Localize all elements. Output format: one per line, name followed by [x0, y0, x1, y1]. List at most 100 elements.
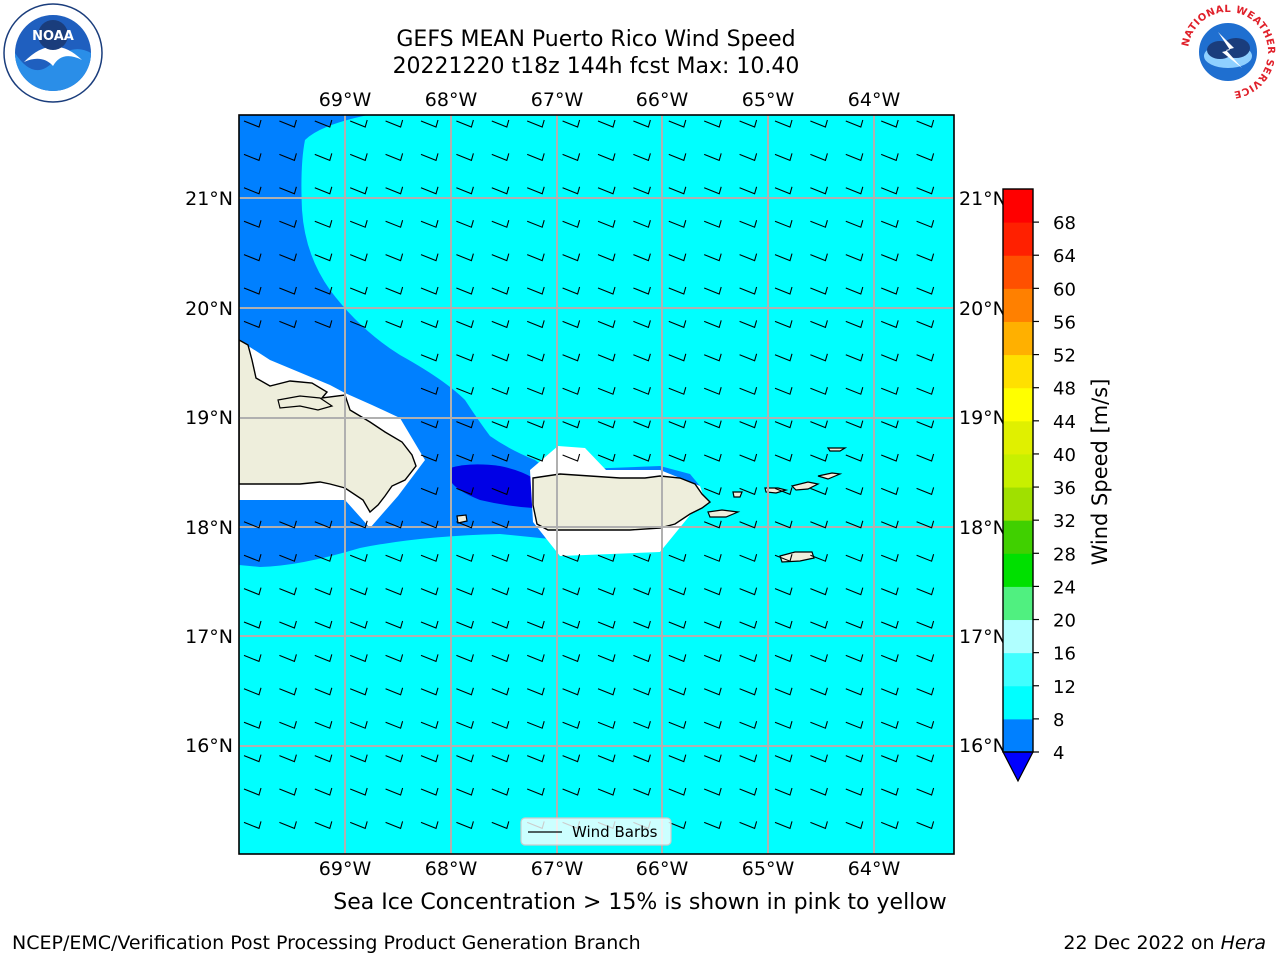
lon-label-top: 65°W	[742, 89, 795, 111]
wind-barb	[845, 554, 864, 562]
wind-barb	[845, 453, 864, 462]
wind-barb	[597, 186, 616, 195]
wind-barb	[562, 119, 581, 128]
wind-barb	[562, 220, 581, 228]
wind-barb	[491, 186, 510, 195]
wind-barb	[420, 487, 439, 496]
wind-barb	[880, 220, 899, 228]
wind-barb	[668, 687, 687, 696]
wind-barb	[633, 387, 651, 395]
lat-label-right: 21°N	[959, 188, 1007, 210]
lon-label-bottom: 68°W	[425, 858, 478, 880]
wind-barb	[810, 587, 828, 596]
wind-barb	[562, 286, 581, 295]
wind-barb	[491, 119, 510, 128]
wind-barb	[845, 620, 864, 629]
wind-barb	[526, 420, 545, 429]
wind-barb	[845, 353, 864, 362]
land-puerto-rico	[532, 473, 712, 531]
colorbar-tick-label: 68	[1053, 213, 1076, 234]
land-culebra	[732, 491, 743, 498]
wind-barb	[810, 821, 828, 830]
wind-barb	[880, 119, 899, 128]
chart-title: GEFS MEAN Puerto Rico Wind Speed	[396, 27, 796, 52]
wind-barb	[456, 754, 474, 763]
wind-barb	[279, 119, 297, 128]
wind-barb	[349, 654, 368, 663]
wind-barb	[526, 687, 545, 696]
host-name: Hera	[1220, 932, 1266, 954]
wind-barb	[243, 554, 262, 562]
wind-barb	[349, 721, 368, 729]
wind-barb	[526, 320, 545, 329]
lat-label-left: 19°N	[185, 407, 233, 429]
wind-barb	[845, 119, 864, 128]
wind-barb	[597, 286, 616, 295]
wind-barb	[526, 353, 545, 362]
wind-barb	[880, 320, 899, 329]
wind-barb	[456, 554, 474, 562]
wind-barb	[526, 453, 545, 462]
colorbar-tick-label: 60	[1053, 279, 1076, 300]
wind-barb	[385, 153, 404, 162]
wind-barb	[562, 320, 581, 329]
wind-barb	[385, 654, 404, 663]
wind-barb	[491, 687, 510, 696]
wind-barb	[597, 754, 616, 763]
wind-barb	[597, 420, 616, 429]
wind-barb	[703, 320, 722, 329]
wind-barb	[314, 186, 333, 195]
colorbar-segment	[1003, 354, 1033, 389]
colorbar-segment	[1003, 288, 1033, 322]
wind-barb	[774, 453, 793, 462]
wind-barb	[739, 453, 758, 462]
wind-barb	[774, 153, 793, 162]
wind-barb	[774, 487, 793, 496]
wind-barb	[562, 453, 581, 462]
wind-barb	[739, 353, 758, 362]
wind-barb	[916, 119, 935, 128]
wind-barb	[774, 520, 793, 529]
wind-barb	[916, 320, 935, 329]
wind-barb	[491, 587, 510, 596]
wind-barb	[703, 286, 722, 295]
lon-label-top: 67°W	[531, 89, 584, 111]
lon-label-bottom: 64°W	[848, 858, 901, 880]
wind-barb	[526, 554, 545, 562]
wind-barb	[703, 353, 722, 362]
wind-barb	[703, 153, 722, 162]
wind-barb	[385, 520, 404, 529]
wind-barb	[491, 420, 510, 429]
wind-barb	[526, 787, 545, 796]
wind-barb	[349, 153, 368, 162]
wind-barb	[314, 119, 333, 128]
wind-barb	[739, 220, 758, 228]
lat-label-left: 16°N	[185, 735, 233, 757]
lon-label-bottom: 65°W	[742, 858, 795, 880]
colorbar-segment	[1003, 420, 1033, 455]
wind-barb	[880, 587, 899, 596]
wind-barb	[703, 554, 722, 562]
colorbar-segment	[1003, 321, 1033, 356]
wind-barb	[385, 320, 404, 329]
wind-barb	[810, 253, 828, 262]
wind-barb	[668, 620, 687, 629]
wind-barb	[774, 620, 793, 629]
wind-barb	[916, 453, 935, 462]
wind-barb	[880, 153, 899, 162]
wind-barb	[668, 253, 687, 262]
wind-barb	[739, 153, 758, 162]
wind-barb	[349, 787, 368, 796]
wind-barb	[243, 253, 262, 262]
lat-label-right: 20°N	[959, 298, 1007, 320]
wind-barb	[810, 387, 828, 395]
wind-barb	[314, 320, 333, 329]
wind-barb	[420, 320, 439, 329]
wind-barb	[456, 353, 474, 362]
wind-barb	[810, 286, 828, 295]
wind-barb	[526, 587, 545, 596]
wind-barb	[810, 420, 828, 429]
wind-barb	[456, 721, 474, 729]
wind-barb	[845, 587, 864, 596]
land-hispaniola	[239, 339, 417, 514]
